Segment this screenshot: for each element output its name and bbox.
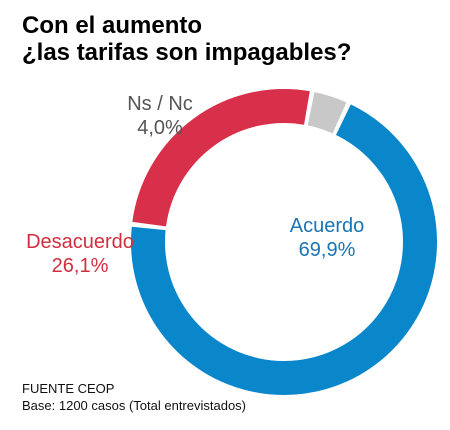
source-line-2: Base: 1200 casos (Total entrevistados)	[22, 398, 247, 413]
slice-label-ns-nc-name: Ns / Nc	[127, 93, 193, 115]
slice-label-acuerdo-value: 69,9%	[298, 239, 356, 261]
chart-title-line-2: ¿las tarifas son impagables?	[22, 39, 352, 66]
slice-acuerdo	[131, 104, 437, 395]
slice-label-ns-nc: Ns / Nc 4,0%	[100, 92, 220, 140]
slice-label-ns-nc-value: 4,0%	[137, 117, 183, 139]
source-line-1: FUENTE CEOP	[22, 381, 115, 396]
slice-label-acuerdo: Acuerdo 69,9%	[252, 214, 402, 262]
chart-title: Con el aumento ¿las tarifas son impagabl…	[22, 12, 442, 66]
chart-source: FUENTE CEOP Base: 1200 casos (Total entr…	[22, 380, 246, 414]
slice-ns-nc	[307, 92, 347, 134]
slice-label-desacuerdo-value: 26,1%	[51, 255, 109, 277]
slice-label-desacuerdo: Desacuerdo 26,1%	[0, 230, 160, 278]
slice-desacuerdo	[132, 89, 310, 227]
slice-label-acuerdo-name: Acuerdo	[289, 215, 365, 237]
chart-title-line-1: Con el aumento	[22, 12, 203, 39]
slice-label-desacuerdo-name: Desacuerdo	[26, 231, 134, 253]
